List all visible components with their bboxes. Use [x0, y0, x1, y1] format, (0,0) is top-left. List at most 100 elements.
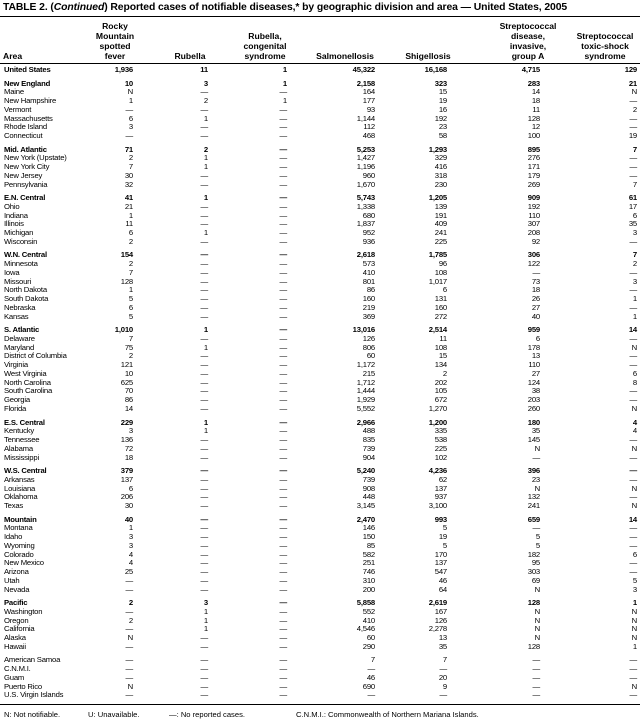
cell-salmonellosis: 13,016: [352, 325, 376, 335]
cell-rmsf: 1,936: [114, 65, 133, 74]
header-line: Salmonellosis: [316, 51, 374, 61]
cell-strep-toxic-shock: —: [629, 170, 638, 180]
cell-strep-invasive: 179: [527, 170, 540, 180]
cell-shigellosis: 937: [434, 492, 447, 502]
cell-area: California: [4, 624, 35, 634]
cell-rubella-congenital: —: [279, 377, 288, 387]
cell-strep-invasive: N: [534, 633, 541, 643]
cell-rubella: —: [200, 575, 209, 585]
table-row: Massachusetts 6 1 — 1,144 192 128 —: [0, 113, 640, 124]
cell-rubella-congenital: —: [279, 606, 288, 616]
cell-area: Alabama: [4, 443, 33, 453]
cell-rubella-congenital: —: [279, 435, 288, 445]
cell-rubella-congenital: —: [279, 426, 288, 436]
cell-shigellosis: 2,278: [428, 624, 447, 634]
cell-rmsf: 30: [124, 170, 133, 180]
cell-strep-invasive: 180: [527, 417, 540, 427]
cell-shigellosis: 23: [438, 122, 447, 132]
cell-shigellosis: 4,236: [428, 466, 447, 476]
table-row: Connecticut — — — 468 58 100 19: [0, 131, 640, 141]
cell-rubella: —: [200, 690, 209, 700]
cell-rmsf: 75: [124, 342, 133, 352]
cell-strep-toxic-shock: —: [629, 113, 638, 123]
cell-strep-toxic-shock: 14: [628, 325, 637, 335]
title-suffix: ) Reported cases of notifiable diseases,…: [104, 2, 568, 13]
cell-salmonellosis: 7: [370, 655, 375, 665]
cell-strep-toxic-shock: —: [629, 162, 638, 172]
cell-area: Georgia: [4, 395, 30, 405]
cell-strep-invasive: 35: [531, 426, 540, 436]
cell-salmonellosis: 5,552: [356, 403, 375, 413]
cell-strep-toxic-shock: N: [631, 615, 638, 625]
cell-shigellosis: 192: [434, 113, 447, 123]
table-row: Arizona 25 — — 746 547 303 —: [0, 567, 640, 577]
table-row: Oregon 2 1 — 410 126 N N: [0, 615, 640, 626]
cell-strep-toxic-shock: N: [631, 342, 638, 352]
cell-area: Indiana: [4, 210, 28, 220]
cell-shigellosis: 318: [434, 170, 447, 180]
cell-strep-toxic-shock: 2: [632, 104, 637, 114]
cell-salmonellosis: 801: [362, 276, 375, 286]
cell-strep-toxic-shock: 1: [632, 311, 637, 321]
cell-rubella: —: [200, 567, 209, 577]
header-area: Area: [3, 51, 23, 61]
cell-rubella-congenital: 1: [282, 78, 287, 88]
cell-rubella: —: [200, 672, 209, 682]
cell-shigellosis: 672: [434, 395, 447, 405]
cell-area: S. Atlantic: [4, 325, 40, 335]
cell-strep-toxic-shock: —: [629, 523, 638, 533]
cell-salmonellosis: 45,322: [352, 65, 376, 74]
cell-shigellosis: 191: [434, 210, 447, 220]
cell-shigellosis: 7: [442, 655, 447, 665]
cell-shigellosis: 139: [434, 201, 447, 211]
cell-rubella-congenital: —: [279, 219, 288, 229]
cell-rubella-congenital: —: [279, 325, 288, 335]
cell-strep-toxic-shock: —: [629, 655, 638, 665]
cell-salmonellosis: 4,546: [356, 624, 375, 634]
cell-salmonellosis: 410: [362, 267, 375, 277]
cell-rubella-congenital: —: [279, 360, 288, 370]
table-header: Area Rocky Mountain spotted fever Rubella R…: [0, 18, 640, 61]
cell-rubella: —: [200, 210, 209, 220]
header-strep-invasive: Streptococcal disease, invasive, group A: [478, 21, 578, 61]
header-rubella-congenital: Rubella, congenital syndrome: [215, 31, 315, 61]
table-row: California — 1 — 4,546 2,278 N N: [0, 625, 640, 634]
header-line: congenital: [243, 41, 287, 51]
cell-rmsf: 71: [124, 144, 133, 154]
cell-salmonellosis: 488: [362, 426, 375, 436]
cell-strep-invasive: 132: [527, 492, 540, 502]
cell-strep-invasive: 909: [527, 193, 540, 203]
cell-strep-toxic-shock: —: [629, 267, 638, 277]
cell-rubella: —: [200, 179, 209, 189]
cell-rubella-congenital: —: [279, 549, 288, 559]
cell-rubella-congenital: —: [279, 403, 288, 413]
cell-rmsf: 3: [128, 122, 133, 132]
cell-rmsf: 4: [128, 558, 133, 568]
table-row: New Jersey 30 — — 960 318 179 —: [0, 170, 640, 181]
cell-salmonellosis: 310: [362, 575, 375, 585]
table-row: Arkansas 137 — — 739 62 23 —: [0, 475, 640, 485]
cell-rmsf: 40: [124, 514, 133, 524]
cell-strep-invasive: N: [534, 443, 541, 453]
cell-rmsf: 379: [120, 466, 133, 476]
header-shigellosis: Shigellosis: [378, 51, 478, 61]
cell-shigellosis: 225: [434, 236, 447, 246]
cell-rmsf: 6: [128, 113, 133, 123]
header-line: group A: [511, 51, 545, 61]
cell-strep-toxic-shock: 61: [628, 193, 637, 203]
table-row: Delaware 7 — — 126 11 6 —: [0, 334, 640, 344]
cell-salmonellosis: 746: [362, 567, 375, 577]
cell-rubella: —: [200, 122, 209, 132]
cell-strep-invasive: 27: [531, 302, 540, 312]
cell-area: Missouri: [4, 276, 32, 286]
cell-strep-invasive: N: [534, 584, 541, 594]
cell-rubella-congenital: —: [279, 342, 288, 352]
cell-rubella: —: [200, 360, 209, 370]
cell-shigellosis: 160: [434, 302, 447, 312]
table-row: District of Columbia 2 — — 60 15 13 —: [0, 352, 640, 361]
cell-rubella-congenital: —: [279, 624, 288, 634]
cell-shigellosis: 16,168: [424, 65, 448, 74]
table-row: Oklahoma 206 — — 448 937 132 —: [0, 493, 640, 502]
cell-area: Louisiana: [4, 483, 36, 493]
table-row: American Samoa — — — 7 7 — —: [0, 656, 640, 665]
